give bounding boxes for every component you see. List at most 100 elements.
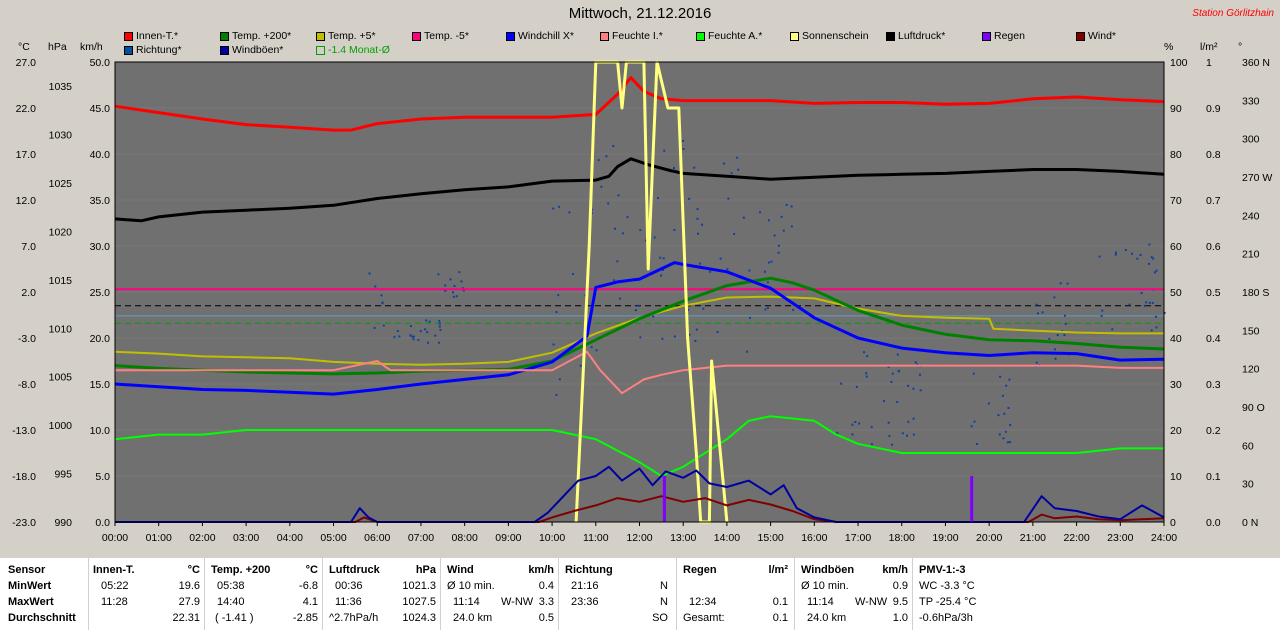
druck-unit: hPa [415, 564, 436, 576]
wind-min-time: Ø 10 min. [447, 580, 495, 592]
direction-dot [437, 273, 440, 276]
celsius-tick: -8.0 [18, 379, 36, 391]
kmh-tick: 40.0 [90, 149, 111, 161]
direction-dot [1005, 384, 1008, 387]
legend-label: Feuchte I.* [612, 30, 663, 42]
direction-dot [905, 434, 908, 437]
x-tick-label: 24:00 [1151, 532, 1177, 544]
pmv-min: WC -3.3 °C [919, 580, 975, 592]
direction-dot [1008, 378, 1011, 381]
degree-tick: 0 N [1242, 517, 1258, 529]
direction-dot [613, 279, 616, 282]
x-tick-label: 18:00 [889, 532, 915, 544]
direction-dot [688, 333, 691, 336]
regen-unit: l/m² [768, 564, 788, 576]
label-sensor: Sensor [8, 564, 46, 576]
direction-dot [605, 155, 608, 158]
wind-unit: km/h [528, 564, 554, 576]
direction-dot [595, 349, 598, 352]
chart-title: Mittwoch, 21.12.2016 [568, 5, 712, 22]
legend-item: -1.4 Monat-Ø [316, 44, 390, 56]
lm2-tick: 0.9 [1206, 103, 1221, 115]
legend-swatch [790, 31, 799, 41]
direction-dot [637, 304, 640, 307]
direction-dot [790, 205, 793, 208]
direction-dot [914, 361, 917, 364]
direction-dot [702, 307, 705, 310]
direction-dot [612, 145, 615, 148]
lm2-tick: 0.7 [1206, 195, 1221, 207]
druck-max-time: 11:36 [335, 596, 362, 608]
direction-dot [417, 338, 420, 341]
direction-dot [639, 336, 642, 339]
direction-dot [1147, 262, 1150, 265]
legend-item: Sonnenschein [790, 30, 869, 42]
celsius-tick: 12.0 [16, 195, 37, 207]
innen-head: Innen-T. [93, 564, 135, 576]
stats-innen: Innen-T. °C 05:22 19.6 11:28 27.9 22.31 [89, 558, 204, 630]
wind-avg-a: 24.0 km [453, 612, 493, 624]
percent-tick: 80 [1170, 149, 1182, 161]
kmh-tick: 5.0 [95, 471, 110, 483]
kmh-tick: 0.0 [95, 517, 110, 529]
direction-dot [865, 372, 868, 375]
celsius-tick: -18.0 [12, 471, 36, 483]
degree-tick: 120 [1242, 364, 1260, 376]
direction-dot [616, 260, 619, 263]
celsius-tick: 27.0 [16, 57, 37, 69]
legend-swatch [124, 31, 133, 41]
x-tick-label: 00:00 [102, 532, 128, 544]
series-windchill-x- [114, 261, 1165, 396]
direction-dot [1100, 314, 1103, 317]
direction-dot [1006, 441, 1009, 444]
direction-dot [438, 319, 441, 322]
legend-item: Windböen* [220, 44, 283, 56]
regen-max-time: 12:34 [689, 596, 717, 608]
boeen-max-val: 9.5 [892, 596, 908, 608]
direction-dot [972, 372, 975, 375]
direction-dot [1111, 328, 1114, 331]
kmh-tick: 20.0 [90, 333, 111, 345]
direction-dot [657, 197, 660, 200]
direction-dot [865, 375, 868, 378]
direction-dot [393, 336, 396, 339]
direction-dot [766, 281, 769, 284]
direction-dot [792, 308, 795, 311]
direction-dot [552, 207, 555, 210]
degree-tick: 330 [1242, 95, 1260, 107]
station-name: Station Görlitzhain [1192, 8, 1274, 19]
x-tick-label: 11:00 [583, 532, 609, 544]
direction-dot [883, 400, 886, 403]
direction-dot [919, 389, 922, 392]
percent-tick: 100 [1170, 57, 1188, 69]
celsius-tick: -13.0 [12, 425, 36, 437]
richtung-head: Richtung [565, 564, 613, 576]
wind-max-dir: W-NW [501, 596, 534, 608]
direction-dot [736, 156, 739, 159]
label-avg: Durchschnitt [8, 612, 76, 624]
direction-dot [1143, 304, 1146, 307]
wind-min-val: 0.4 [538, 580, 554, 592]
druck-avg-a: ^2.7hPa/h [329, 612, 379, 624]
direction-dot [579, 364, 582, 367]
degree-tick: 270 W [1242, 172, 1272, 184]
direction-dot [373, 326, 376, 329]
direction-dot [1140, 292, 1143, 295]
x-tick-label: 01:00 [146, 532, 172, 544]
direction-dot [1001, 394, 1004, 397]
temp200-avg: -2.85 [292, 612, 318, 624]
x-tick-label: 05:00 [320, 532, 346, 544]
lm2-tick: 0.5 [1206, 287, 1221, 299]
legend-item: Feuchte I.* [600, 30, 663, 42]
direction-dot [1150, 256, 1153, 259]
direction-dot [438, 325, 441, 328]
direction-dot [600, 185, 603, 188]
hpa-tick: 1015 [49, 275, 73, 287]
direction-dot [1150, 329, 1153, 332]
direction-dot [912, 417, 915, 420]
x-tick-label: 13:00 [670, 532, 696, 544]
x-tick-label: 16:00 [801, 532, 827, 544]
direction-dot [1098, 255, 1101, 258]
direction-dot [709, 270, 712, 273]
legend-item: Wind* [1076, 30, 1116, 42]
